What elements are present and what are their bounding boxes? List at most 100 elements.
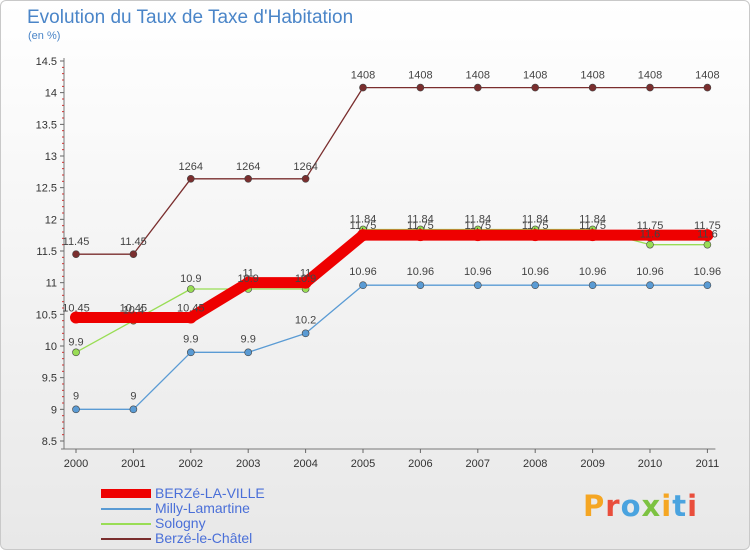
y-tick-label: 11.5 xyxy=(36,246,57,258)
series-line xyxy=(75,284,709,410)
data-point xyxy=(359,83,367,92)
data-point xyxy=(70,311,82,324)
x-tick-label: 2011 xyxy=(696,458,720,470)
data-label: 11.6 xyxy=(640,229,661,241)
logo-letter: x xyxy=(641,489,662,523)
data-label: 10.9 xyxy=(237,273,258,285)
data-label: 11.75 xyxy=(464,220,491,232)
data-label: 11.84 xyxy=(407,213,434,225)
data-label: 11.75 xyxy=(350,220,377,232)
data-point xyxy=(72,405,80,414)
y-tick-label: 8.5 xyxy=(42,436,57,448)
logo-letter: r xyxy=(605,489,621,523)
data-point xyxy=(299,276,312,289)
data-label: 10.45 xyxy=(120,303,148,315)
data-point xyxy=(72,250,80,258)
proxiti-logo: Proxiti xyxy=(583,489,698,523)
y-tick-label: 9.5 xyxy=(42,373,57,385)
legend-label: Sologny xyxy=(155,515,206,531)
data-point xyxy=(646,281,654,290)
chart-title: Evolution du Taux de Taxe d'Habitation xyxy=(27,7,354,28)
y-tick-label: 12.5 xyxy=(36,183,57,195)
data-label: 10.9 xyxy=(180,273,201,285)
series-line xyxy=(70,229,713,323)
y-tick-label: 12 xyxy=(45,214,57,226)
y-tick-label: 13 xyxy=(45,151,57,163)
legend-label: BERZé-LA-VILLE xyxy=(155,485,265,501)
data-label: 1408 xyxy=(695,70,719,82)
data-point xyxy=(244,348,252,357)
legend-swatch xyxy=(101,507,151,510)
data-label: 10.45 xyxy=(62,303,90,315)
y-tick-label: 11 xyxy=(46,278,57,290)
data-point xyxy=(129,405,138,414)
data-label: 1264 xyxy=(293,161,317,173)
x-tick-label: 2001 xyxy=(121,458,145,470)
data-label: 1408 xyxy=(638,70,662,82)
data-label: 11.6 xyxy=(697,229,718,241)
data-point xyxy=(301,175,310,183)
data-label: 10.96 xyxy=(407,266,435,278)
data-label: 1408 xyxy=(408,70,432,82)
data-point xyxy=(473,83,482,92)
data-label: 10.96 xyxy=(579,266,607,278)
series-line xyxy=(75,228,709,353)
data-label: 10.96 xyxy=(694,266,722,278)
data-label: 1264 xyxy=(236,161,260,173)
x-tick-label: 2010 xyxy=(638,458,662,470)
data-point xyxy=(471,229,484,242)
data-point xyxy=(646,83,654,92)
x-tick-label: 2005 xyxy=(351,458,375,470)
data-point xyxy=(646,240,654,249)
y-tick-label: 10.5 xyxy=(36,309,57,321)
data-point xyxy=(529,229,542,242)
data-point xyxy=(416,281,425,290)
data-label: 9.9 xyxy=(183,333,198,345)
logo-letter: P xyxy=(583,489,606,523)
data-point xyxy=(703,83,712,92)
data-point xyxy=(242,276,255,289)
data-point xyxy=(588,83,597,92)
data-point xyxy=(416,83,425,92)
data-point xyxy=(703,281,712,290)
logo-letter: i xyxy=(661,489,673,523)
data-point xyxy=(414,229,427,242)
data-label: 11.75 xyxy=(407,220,434,232)
data-label: 10.45 xyxy=(177,303,205,315)
data-label: 11.75 xyxy=(694,220,721,232)
data-label: 11.84 xyxy=(464,213,491,225)
data-label: 11.75 xyxy=(522,220,549,232)
data-label: 11.75 xyxy=(579,220,606,232)
data-label: 11.84 xyxy=(350,213,377,225)
data-label: 10.2 xyxy=(295,314,316,326)
data-label: 10.96 xyxy=(349,266,377,278)
data-point xyxy=(531,281,540,290)
data-point xyxy=(187,175,195,183)
data-label: 11.45 xyxy=(63,236,90,248)
y-tick-label: 14.5 xyxy=(36,56,57,68)
data-point xyxy=(187,348,195,357)
data-label: 9.9 xyxy=(68,336,83,348)
y-tick-label: 13.5 xyxy=(36,119,57,131)
data-point xyxy=(359,281,367,290)
data-point xyxy=(301,329,310,338)
data-label: 10.4 xyxy=(123,305,144,317)
legend-swatch xyxy=(101,522,151,525)
x-tick-label: 2002 xyxy=(179,458,203,470)
data-label: 11 xyxy=(242,268,253,280)
data-label: 1264 xyxy=(179,161,203,173)
data-point xyxy=(184,311,197,324)
data-label: 11.45 xyxy=(120,236,147,248)
series-line xyxy=(75,86,709,255)
legend-label: Milly-Lamartine xyxy=(155,500,250,516)
data-point xyxy=(72,348,80,357)
logo-letter: i xyxy=(687,489,699,523)
legend-swatch xyxy=(101,489,151,498)
data-label: 11.84 xyxy=(522,213,549,225)
x-tick-label: 2007 xyxy=(466,458,490,470)
data-label: 11 xyxy=(300,268,311,280)
data-point xyxy=(588,281,597,290)
data-point xyxy=(701,229,714,242)
